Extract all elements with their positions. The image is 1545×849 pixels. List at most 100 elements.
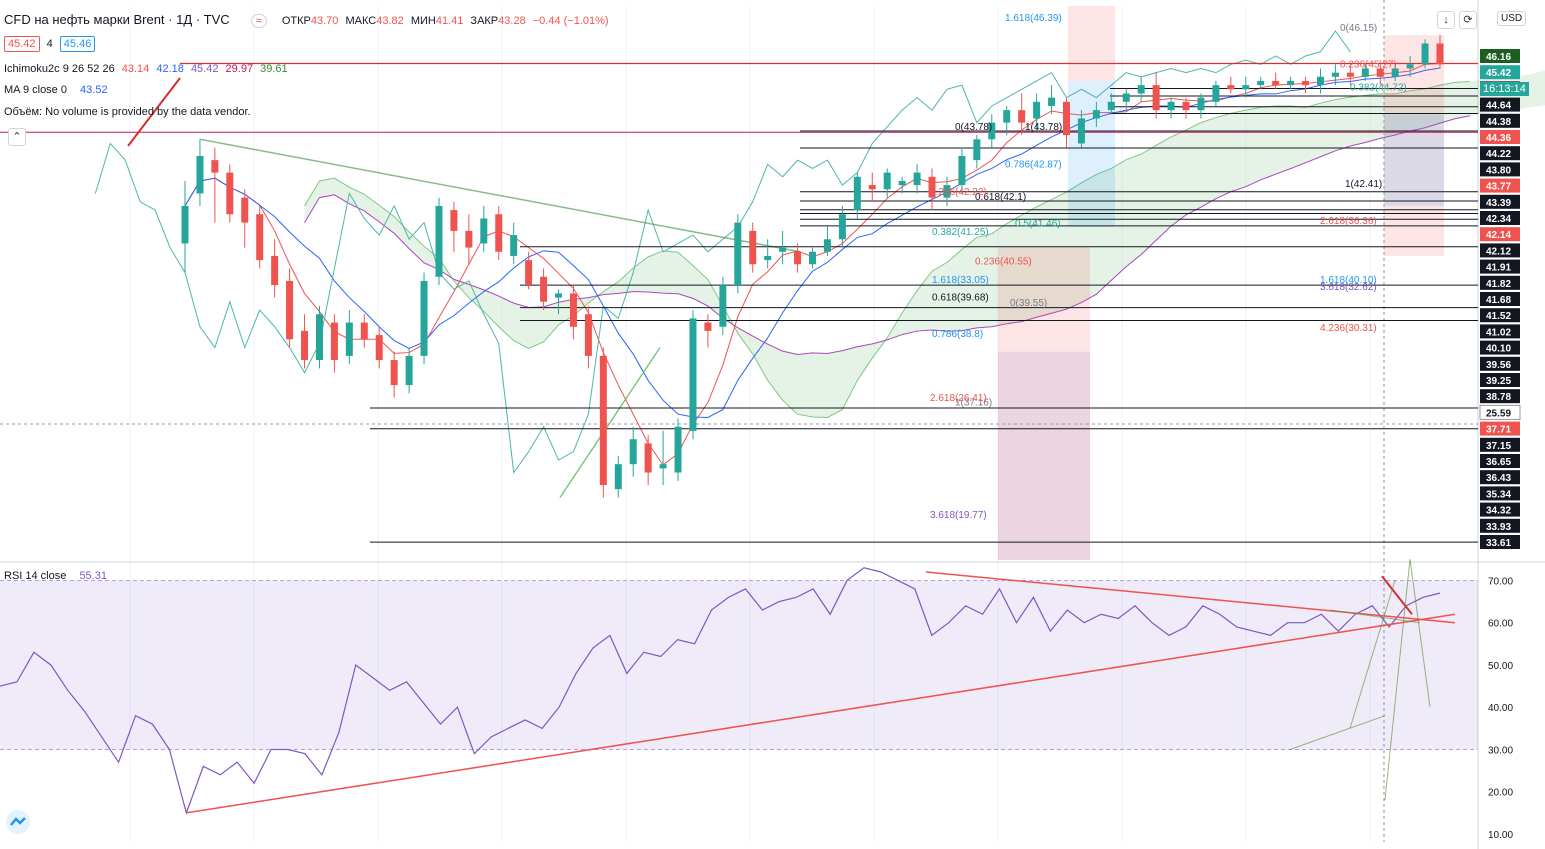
candle <box>809 247 816 269</box>
price-label: 36.65 <box>1480 454 1520 468</box>
high-value: 43.82 <box>376 15 404 27</box>
candle <box>1287 76 1295 90</box>
price-label-bg <box>1480 65 1520 80</box>
candle-body <box>226 172 234 215</box>
candle <box>674 418 682 481</box>
candle-body <box>1033 101 1041 119</box>
price-label-bg <box>1480 49 1520 63</box>
scroll-down-icon[interactable]: ↓ <box>1437 11 1455 29</box>
price-label-text: 36.43 <box>1486 473 1511 484</box>
candle-body <box>749 230 757 265</box>
fib-zone-blue <box>1068 80 1115 227</box>
fib-label: 2.618(36.36) <box>1320 216 1377 227</box>
rsi-name: RSI 14 close <box>4 570 67 582</box>
legend-header: CFD на нефть марки Brent · 1Д · TVC ≈ ОТ… <box>4 12 613 28</box>
ichimoku-legend[interactable]: Ichimoku2c 9 26 52 26 43.14 42.18 45.42 … <box>4 63 292 75</box>
candle-body <box>644 443 652 473</box>
candle-body <box>599 355 607 486</box>
price-label-bg <box>1480 146 1520 161</box>
candle-body <box>764 255 772 261</box>
candle <box>689 310 697 440</box>
candle <box>1062 97 1070 148</box>
rsi-value: 55.31 <box>79 570 107 582</box>
price-label-bg <box>1480 535 1520 549</box>
symbol-title[interactable]: CFD на нефть марки Brent · 1Д · TVC <box>4 12 230 27</box>
candle-body <box>375 335 383 361</box>
candle-body <box>779 247 787 252</box>
price-label: 40.10 <box>1480 340 1520 355</box>
price-label-bg <box>1480 324 1520 339</box>
price-label-bg <box>1480 211 1520 225</box>
candle <box>525 251 533 290</box>
currency-label[interactable]: USD <box>1497 11 1527 26</box>
price-label-text: 25.59 <box>1486 408 1511 419</box>
candle <box>1272 72 1280 90</box>
candle-body <box>1182 101 1190 111</box>
candle <box>599 347 607 498</box>
candle <box>1003 105 1011 136</box>
candle-body <box>1421 43 1429 65</box>
tradingview-logo-icon[interactable] <box>6 810 30 834</box>
collapse-legend-button[interactable]: ⌃ <box>8 128 26 146</box>
bid-box[interactable]: 45.42 <box>4 36 40 52</box>
trend-line-up <box>559 347 661 498</box>
price-label-bg <box>1480 356 1520 371</box>
candle <box>823 226 831 256</box>
refresh-icon[interactable]: ⟳ <box>1459 11 1477 29</box>
candle <box>1212 80 1220 106</box>
candle <box>435 197 443 286</box>
candle <box>614 455 622 498</box>
price-label: 43.80 <box>1480 162 1520 177</box>
fib-label: 1.618(33.05) <box>932 275 989 286</box>
volume-legend: Объём: No volume is provided by the data… <box>4 106 255 118</box>
rsi-tick: 10.00 <box>1488 830 1513 841</box>
candle-body <box>1406 64 1414 69</box>
price-label-text: 42.14 <box>1486 230 1511 241</box>
candle <box>1122 89 1130 111</box>
rsi-trend-resistance <box>925 571 1456 624</box>
candle <box>1152 72 1160 119</box>
fib-label: 0(46.15) <box>1340 23 1377 34</box>
ichimoku-span-b <box>304 115 1470 355</box>
fib-label: 0.236(40.55) <box>975 256 1032 267</box>
toggle-icon[interactable]: ≈ <box>250 14 267 28</box>
price-label: 45.42 <box>1480 65 1520 80</box>
fib-label: 0.236(42.22) <box>930 187 987 198</box>
candle-body <box>1272 80 1280 86</box>
ma-legend[interactable]: MA 9 close 0 43.52 <box>4 84 112 96</box>
fib-zone-top <box>1068 6 1115 81</box>
ma-value: 43.52 <box>80 84 108 96</box>
price-label-text: 33.61 <box>1486 538 1511 549</box>
fib-label: 0.618(39.68) <box>932 293 989 304</box>
candle <box>1033 93 1041 131</box>
candle-body <box>241 197 249 223</box>
candle <box>734 214 742 294</box>
candle-body <box>181 205 189 244</box>
candle <box>928 168 936 211</box>
rsi-legend[interactable]: RSI 14 close 55.31 <box>4 570 111 582</box>
fib-label: 4.236(30.31) <box>1320 323 1377 334</box>
volume-text: Объём: No volume is provided by the data… <box>4 106 251 118</box>
price-axis[interactable]: 46.1645.4244.8244.6444.3844.3644.2243.80… <box>1479 49 1521 841</box>
price-label-text: 41.68 <box>1486 295 1511 306</box>
ask-box[interactable]: 45.46 <box>59 36 96 52</box>
candle-body <box>973 139 981 161</box>
candle <box>973 135 981 169</box>
candle-body <box>1376 68 1384 77</box>
rsi-fan-line <box>1349 580 1396 729</box>
price-label: 43.39 <box>1480 194 1520 209</box>
candle <box>958 147 966 194</box>
open-value: 43.70 <box>310 15 339 27</box>
candle <box>271 239 279 298</box>
candle <box>286 268 294 348</box>
spread: 4 <box>46 38 53 50</box>
price-label-text: 43.77 <box>1486 182 1511 193</box>
candle-body <box>345 322 353 356</box>
candle <box>1391 64 1399 81</box>
fib-label: 1(37.16) <box>955 398 992 409</box>
fib-labels: 1.618(46.39) 0(46.15) 0.236(45.27) 0.382(44… <box>930 13 1407 521</box>
price-label-bg <box>1480 227 1520 242</box>
price-label-bg <box>1480 243 1520 258</box>
candle-body <box>629 439 637 465</box>
